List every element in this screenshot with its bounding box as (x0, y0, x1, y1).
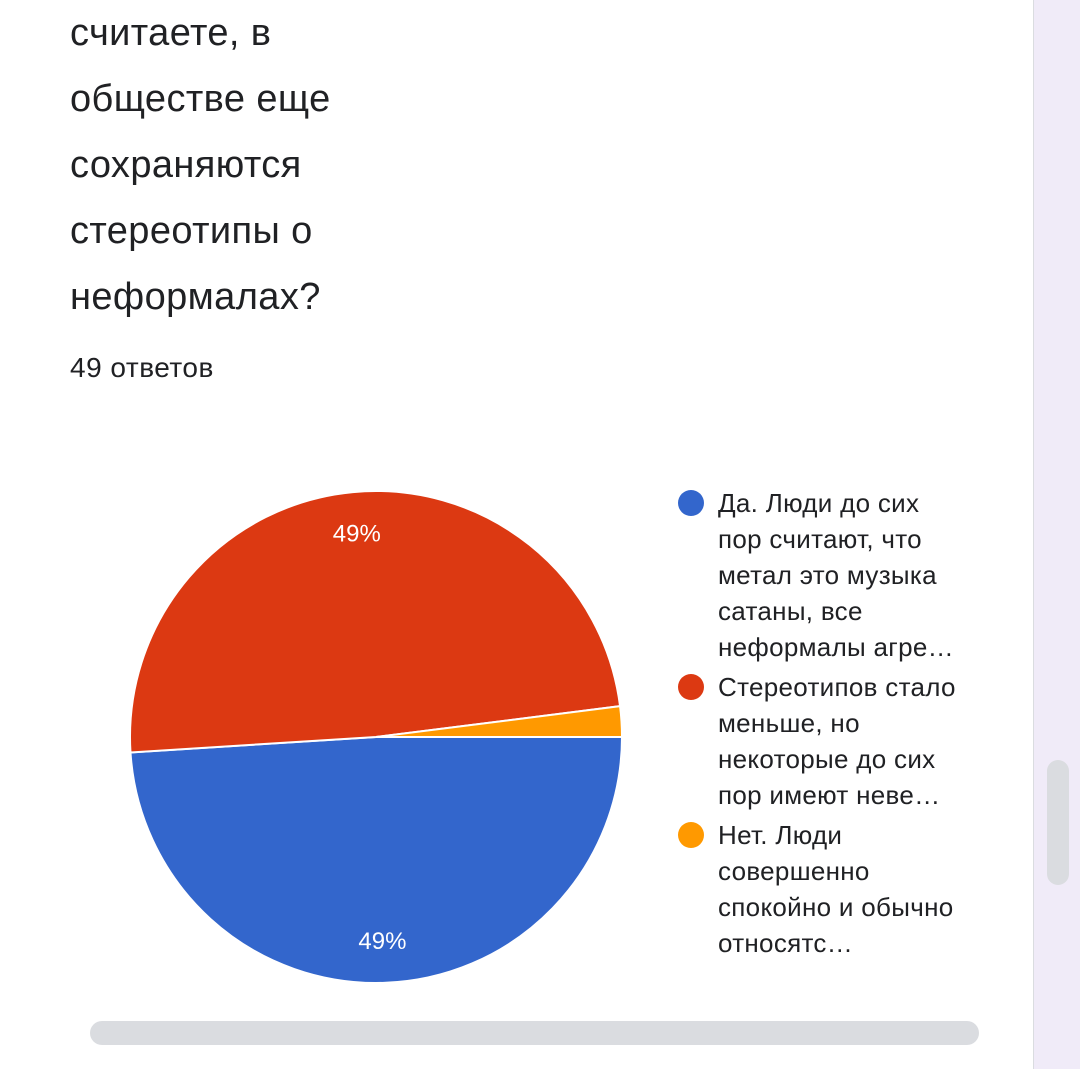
legend-item[interactable]: Стереотипов стало меньше, но некоторые д… (678, 669, 978, 813)
legend-label: Стереотипов стало меньше, но некоторые д… (718, 672, 956, 810)
question-title-line: считаете, в (70, 12, 272, 54)
pie-chart: 49% 49% (129, 490, 624, 984)
response-count: 49 ответов (70, 352, 214, 383)
legend-color-dot (678, 490, 704, 516)
pie-slice-label: 49% (333, 521, 381, 548)
question-title-line: неформалах? (70, 276, 321, 318)
question-title-line: сохраняются (70, 144, 302, 186)
question-title: считаете, в обществе еще сохраняются сте… (70, 0, 590, 330)
legend-item[interactable]: Нет. Люди совершенно спокойно и обычно о… (678, 817, 978, 961)
pie-slice[interactable] (375, 705, 624, 738)
legend-label: Да. Люди до сих пор считают, что метал э… (718, 488, 954, 662)
legend-color-dot (678, 674, 704, 700)
vertical-scrollbar[interactable] (1047, 760, 1069, 885)
question-title-line: стереотипы о (70, 210, 313, 252)
legend-color-dot (678, 822, 704, 848)
horizontal-scrollbar[interactable] (90, 1021, 979, 1045)
pie-slice[interactable] (129, 490, 622, 754)
chart-legend: Да. Люди до сих пор считают, что метал э… (678, 485, 978, 965)
legend-label: Нет. Люди совершенно спокойно и обычно о… (718, 820, 954, 958)
question-card: считаете, в обществе еще сохраняются сте… (0, 0, 1034, 1069)
legend-item[interactable]: Да. Люди до сих пор считают, что метал э… (678, 485, 978, 665)
pie-slice[interactable] (129, 736, 624, 984)
pie-slice-label: 49% (358, 928, 406, 955)
question-title-line: обществе еще (70, 78, 331, 120)
